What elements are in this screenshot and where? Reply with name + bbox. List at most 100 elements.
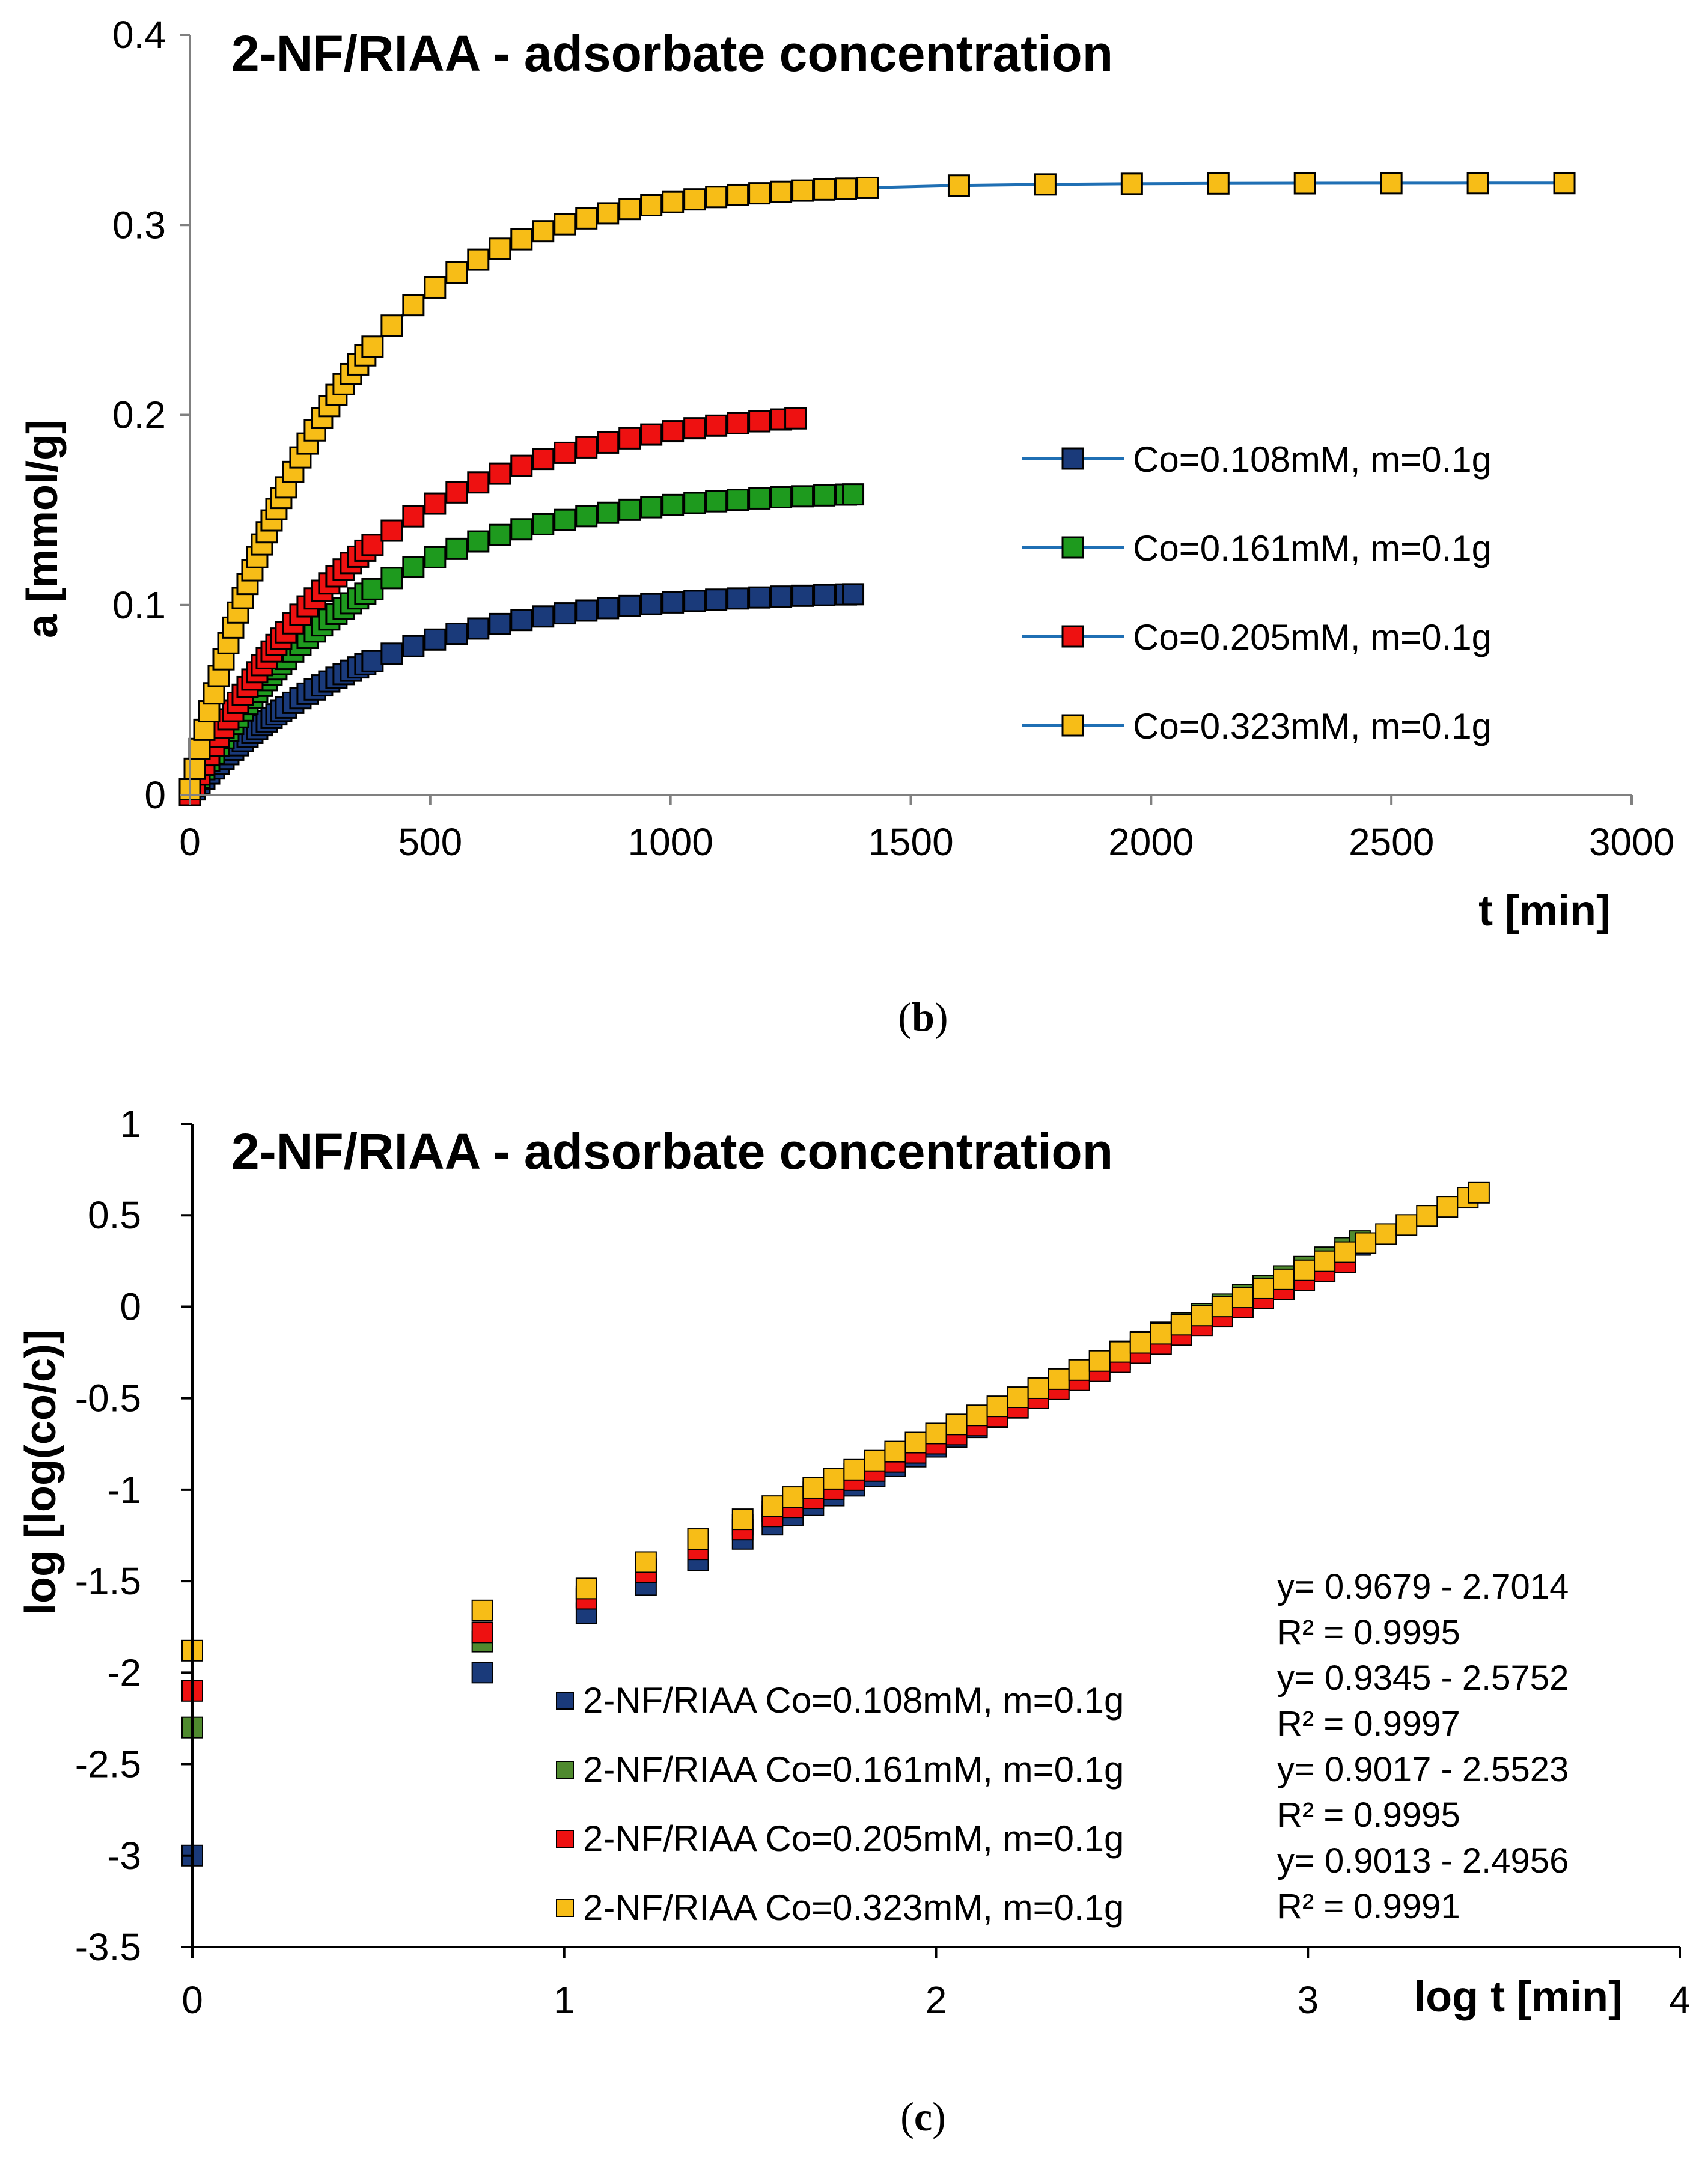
chart-c-equation-label: R² = 0.9995	[1277, 1796, 1460, 1835]
chart-b-point	[1034, 173, 1057, 196]
chart-c-equation-label: y= 0.9013 - 2.4956	[1277, 1841, 1569, 1880]
chart-b-point	[683, 188, 706, 211]
chart-c-point	[823, 1468, 845, 1490]
chart-b-point	[683, 417, 706, 440]
chart-c-point	[925, 1422, 947, 1445]
chart-c-point	[1027, 1377, 1049, 1399]
chart-b-point	[640, 496, 663, 519]
chart-c-y-tick-label: 0.5	[88, 1193, 141, 1237]
chart-b-point	[445, 623, 468, 645]
chart-c-y-tick-label: -3.5	[75, 1925, 141, 1969]
chart-b-legend: Co=0.108mM, m=0.1g Co=0.161mM, m=0.1g Co=0…	[1022, 439, 1492, 746]
chart-b-point	[361, 578, 384, 600]
chart-b-point	[424, 628, 447, 651]
chart-c-title: 2-NF/RIAA - adsorbate concentration	[231, 1123, 1113, 1180]
chart-b-x-tick-label: 1500	[868, 820, 953, 864]
chart-c-point	[945, 1413, 968, 1436]
caption-b: (b)	[898, 994, 948, 1040]
chart-b-point	[402, 556, 425, 579]
chart-b-point	[489, 612, 511, 635]
chart-b-point	[424, 546, 447, 568]
chart-b-point	[1293, 172, 1316, 195]
chart-c-equation-label: y= 0.9345 - 2.5752	[1277, 1659, 1569, 1698]
legend-b-label: Co=0.161mM, m=0.1g	[1133, 528, 1492, 568]
chart-b-y-tick-label: 0.2	[112, 394, 166, 437]
legend-b-marker	[1061, 714, 1084, 737]
chart-b-point	[361, 335, 384, 358]
chart-c-point	[1416, 1205, 1438, 1227]
chart-b-point	[510, 454, 533, 477]
chart-b-point	[640, 593, 663, 615]
chart-b-point	[424, 276, 447, 299]
chart-c-axes	[181, 1123, 1681, 1958]
chart-panel-b: 2-NF/RIAA - adsorbate concentration 0 0.1…	[19, 13, 1674, 1040]
chart-c-point	[1334, 1241, 1356, 1263]
chart-c-point	[1252, 1277, 1274, 1299]
chart-b-point	[554, 213, 576, 236]
chart-b-point	[1466, 172, 1489, 195]
chart-b-point	[662, 591, 685, 614]
chart-b-point	[791, 179, 814, 202]
chart-b-point	[489, 462, 511, 485]
chart-b-point	[705, 186, 728, 209]
chart-b-point	[575, 599, 598, 622]
chart-c-point	[843, 1458, 865, 1481]
chart-b-point	[683, 492, 706, 514]
chart-b-y-tick-label: 0.3	[112, 203, 166, 246]
chart-c-xlabel: log t [min]	[1414, 1973, 1623, 2021]
chart-c-equation-label: R² = 0.9997	[1277, 1704, 1460, 1743]
chart-panel-c: 2-NF/RIAA - adsorbate concentration 1 0.5…	[17, 1102, 1691, 2139]
legend-c-marker	[556, 1761, 574, 1779]
chart-b-point	[193, 718, 216, 741]
chart-b-point	[748, 487, 771, 510]
legend-c-marker	[556, 1692, 574, 1710]
chart-b-point	[727, 489, 749, 511]
chart-c-tick-labels: 1 0.5 0 -0.5 -1 -1.5 -2 -2.5 -3 -3.5 0 1 2 3 4	[75, 1102, 1691, 2022]
chart-c-point	[966, 1404, 988, 1427]
chart-c-point	[1088, 1350, 1111, 1372]
chart-b-point	[1120, 172, 1143, 195]
chart-b-point	[856, 176, 879, 199]
chart-c-y-tick-label: -3	[107, 1834, 141, 1877]
chart-c-y-tick-label: -1.5	[75, 1559, 141, 1603]
chart-b-point	[748, 182, 771, 205]
chart-b-point	[402, 635, 425, 657]
chart-c-point	[471, 1599, 493, 1621]
chart-c-y-tick-label: 0	[120, 1285, 141, 1328]
chart-b-point	[532, 448, 555, 471]
chart-b-point	[597, 431, 620, 454]
chart-c-point	[471, 1621, 493, 1644]
chart-b-point	[618, 498, 641, 521]
chart-c-x-tick-label: 4	[1669, 1978, 1691, 2022]
chart-b-point	[380, 519, 403, 542]
chart-b-point	[618, 594, 641, 617]
chart-b-x-tick-label: 500	[398, 820, 462, 864]
chart-b-point	[361, 534, 384, 556]
chart-b-point	[554, 508, 576, 531]
chart-b-point	[813, 484, 836, 507]
legend-b-label: Co=0.323mM, m=0.1g	[1133, 706, 1492, 746]
chart-b-x-tick-label: 3000	[1589, 820, 1674, 864]
chart-b-x-tick-label: 2500	[1349, 820, 1434, 864]
chart-b-point	[554, 441, 576, 464]
chart-b-point	[1207, 172, 1230, 195]
chart-b-point	[662, 420, 685, 443]
chart-b-ylabel: a [mmol/g]	[19, 419, 67, 638]
chart-b-x-tick-label: 1000	[627, 820, 713, 864]
chart-b-point	[640, 194, 663, 217]
chart-b-point	[705, 588, 728, 611]
chart-b-point	[727, 587, 749, 610]
chart-b-point	[748, 410, 771, 433]
chart-b-point	[791, 584, 814, 607]
chart-b-point	[467, 471, 490, 494]
chart-c-point	[1170, 1314, 1192, 1336]
chart-c-x-tick-label: 3	[1297, 1978, 1319, 2022]
chart-b-point	[467, 248, 490, 271]
chart-b-point	[618, 198, 641, 221]
chart-c-point	[1468, 1181, 1490, 1204]
chart-c-point	[1314, 1250, 1336, 1272]
chart-b-point	[424, 492, 447, 515]
chart-b-y-tick-label: 0.1	[112, 584, 166, 627]
chart-b-point	[380, 567, 403, 590]
